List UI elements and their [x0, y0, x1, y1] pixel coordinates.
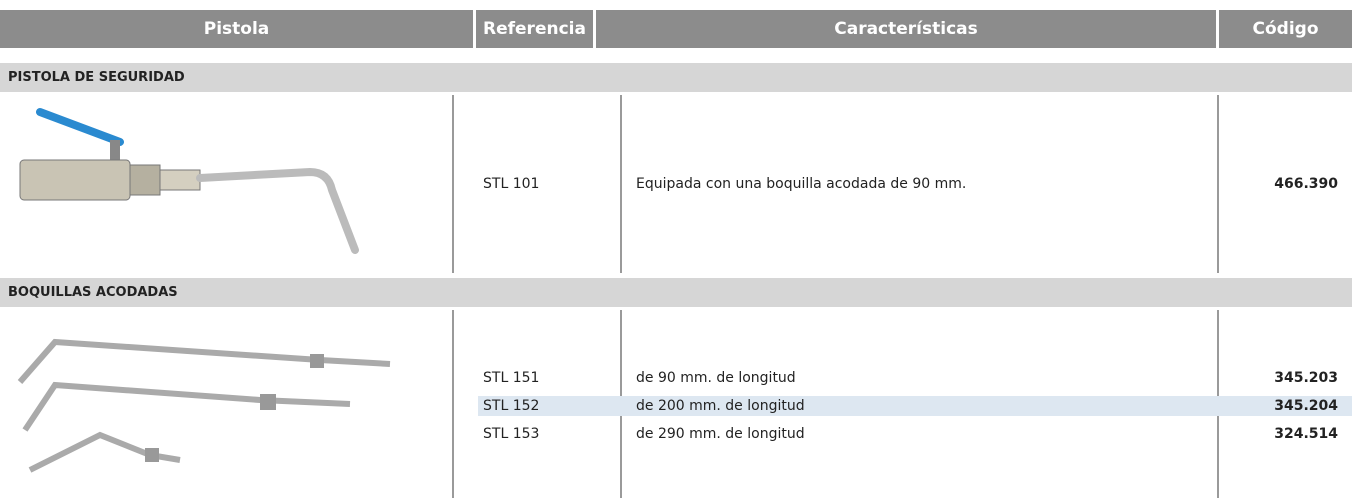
reference: STL 101: [483, 176, 540, 192]
nozzles-image: [17, 338, 391, 473]
section-title: BOQUILLAS ACODADAS: [0, 278, 1352, 307]
divider: [620, 95, 622, 273]
reference: STL 152: [483, 398, 540, 414]
gun-image: [19, 108, 359, 254]
section-title: PISTOLA DE SEGURIDAD: [0, 63, 1352, 92]
header-cell: Referencia: [476, 10, 593, 48]
reference: STL 151: [483, 370, 540, 386]
row-highlight: [478, 396, 1352, 416]
code: 324.514: [1274, 426, 1338, 442]
divider: [1217, 95, 1219, 273]
description: de 90 mm. de longitud: [636, 370, 796, 386]
description: de 200 mm. de longitud: [636, 398, 805, 414]
code: 466.390: [1274, 176, 1338, 192]
code: 345.204: [1274, 398, 1338, 414]
description: Equipada con una boquilla acodada de 90 …: [636, 176, 967, 192]
divider: [452, 310, 454, 498]
code: 345.203: [1274, 370, 1338, 386]
header-cell: Código: [1219, 10, 1352, 48]
header-cell: Características: [596, 10, 1216, 48]
description: de 290 mm. de longitud: [636, 426, 805, 442]
reference: STL 153: [483, 426, 540, 442]
header-cell: Pistola: [0, 10, 473, 48]
divider: [452, 95, 454, 273]
